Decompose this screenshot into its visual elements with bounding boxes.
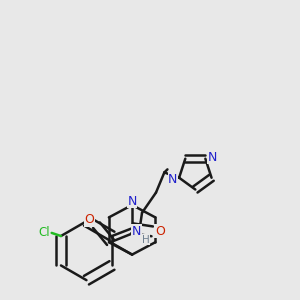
Text: O: O (155, 225, 165, 238)
Text: O: O (85, 213, 94, 226)
Text: N: N (168, 173, 178, 186)
Text: N: N (208, 151, 217, 164)
Text: Cl: Cl (38, 226, 50, 239)
Text: H: H (142, 235, 150, 245)
Text: N: N (128, 195, 137, 208)
Text: N: N (132, 225, 141, 238)
